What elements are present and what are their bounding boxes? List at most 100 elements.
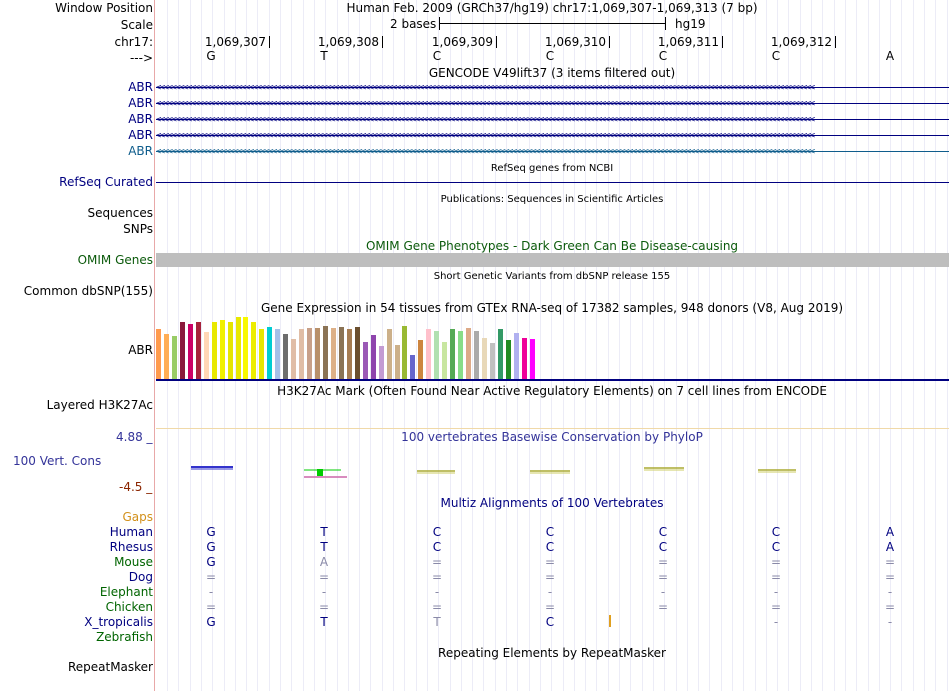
repeatmasker-track-label[interactable]: RepeatMasker (67, 660, 153, 674)
gtex-tissue-bar[interactable] (227, 322, 233, 379)
gtex-tissue-bar[interactable] (370, 335, 376, 379)
gtex-tissue-bar[interactable] (354, 327, 360, 379)
gtex-tissue-bar[interactable] (394, 345, 400, 379)
multiz-gaps-label[interactable]: Gaps (122, 510, 153, 524)
refseq-gene-line[interactable] (156, 182, 949, 183)
gencode-gene-label[interactable]: ABR (128, 128, 153, 142)
gtex-tissue-bar[interactable] (251, 322, 257, 379)
gencode-gene-model[interactable]: <<<<<<<<<<<<<<<<<<<<<<<<<<<<<<<<<<<<<<<<… (156, 146, 949, 158)
gtex-tissue-bar[interactable] (275, 329, 281, 379)
multiz-species-label[interactable]: Human (109, 525, 153, 539)
gtex-tissue-bar[interactable] (450, 329, 456, 379)
gtex-tissue-bar[interactable] (442, 342, 448, 379)
multiz-species-label[interactable]: X_tropicalis (84, 615, 153, 629)
gtex-tissue-bar[interactable] (156, 329, 161, 379)
phylop-track-title[interactable]: 100 vertebrates Basewise Conservation by… (401, 430, 703, 444)
multiz-species-label[interactable]: Dog (128, 570, 153, 584)
gtex-tissue-bar[interactable] (267, 327, 273, 379)
gencode-gene-label[interactable]: ABR (128, 96, 153, 110)
gtex-tissue-bar[interactable] (259, 329, 265, 379)
gtex-tissue-bar[interactable] (307, 328, 313, 379)
gtex-tissue-bar[interactable] (179, 322, 185, 379)
omim-track-title[interactable]: OMIM Gene Phenotypes - Dark Green Can Be… (365, 239, 739, 253)
gtex-tissue-bar[interactable] (219, 320, 225, 379)
h3k27ac-track-title[interactable]: H3K27Ac Mark (Often Found Near Active Re… (277, 384, 827, 398)
gtex-tissue-bar[interactable] (529, 339, 535, 379)
gtex-tissue-bar[interactable] (195, 322, 201, 379)
omim-gene-bar[interactable] (156, 253, 949, 267)
gtex-tissue-bar[interactable] (235, 317, 241, 379)
gtex-tissue-bar[interactable] (505, 340, 511, 379)
gtex-tissue-bar[interactable] (386, 329, 392, 379)
gtex-tissue-bar[interactable] (521, 338, 527, 379)
multiz-species-label[interactable]: Chicken (105, 600, 153, 614)
gencode-gene-model[interactable]: <<<<<<<<<<<<<<<<<<<<<<<<<<<<<<<<<<<<<<<<… (156, 130, 949, 142)
multiz-species-label[interactable]: Rhesus (109, 540, 153, 554)
gtex-bar-chart[interactable] (156, 315, 949, 379)
gtex-tissue-bar[interactable] (410, 355, 416, 379)
gtex-tissue-bar[interactable] (474, 331, 479, 379)
gtex-tissue-bar[interactable] (163, 334, 169, 379)
gtex-tissue-bar[interactable] (426, 329, 432, 379)
grid-line (687, 0, 688, 691)
gtex-tissue-bar[interactable] (171, 336, 177, 379)
gtex-tissue-bar[interactable] (418, 340, 424, 379)
h3k27ac-track-label[interactable]: Layered H3K27Ac (46, 398, 153, 412)
multiz-species-label[interactable]: Elephant (99, 585, 153, 599)
gtex-tissue-bar[interactable] (362, 342, 368, 379)
gtex-tissue-bar[interactable] (338, 327, 344, 379)
refseq-track-label[interactable]: RefSeq Curated (59, 175, 153, 189)
multiz-track-title[interactable]: Multiz Alignments of 100 Vertebrates (440, 496, 664, 510)
gtex-tissue-bar[interactable] (243, 317, 249, 379)
multiz-insertion-marker (609, 615, 611, 627)
window-position-label: Window Position (55, 1, 153, 15)
gtex-tissue-bar[interactable] (322, 326, 328, 379)
gtex-tissue-bar[interactable] (489, 343, 495, 379)
gtex-tissue-bar[interactable] (299, 329, 305, 379)
multiz-base: C (658, 540, 668, 554)
gtex-tissue-bar[interactable] (283, 334, 289, 379)
gtex-tissue-bar[interactable] (346, 329, 352, 379)
gtex-tissue-bar[interactable] (497, 329, 503, 379)
gtex-tissue-bar[interactable] (402, 326, 408, 379)
multiz-base: C (771, 540, 781, 554)
dbsnp-track-label[interactable]: Common dbSNP(155) (23, 284, 153, 298)
publications-sequences-label[interactable]: Sequences (87, 206, 153, 220)
gtex-tissue-bar[interactable] (291, 339, 297, 379)
multiz-species-label[interactable]: Zebrafish (96, 630, 153, 644)
gtex-tissue-bar[interactable] (378, 346, 384, 379)
dbsnp-track-title[interactable]: Short Genetic Variants from dbSNP releas… (433, 271, 671, 282)
gtex-track-title[interactable]: Gene Expression in 54 tissues from GTEx … (260, 301, 844, 315)
multiz-base: A (319, 555, 329, 569)
gtex-tissue-bar[interactable] (211, 322, 217, 379)
gencode-track-title[interactable]: GENCODE V49lift37 (3 items filtered out) (428, 66, 676, 80)
repeatmasker-track-title[interactable]: Repeating Elements by RepeatMasker (438, 646, 666, 660)
omim-track-label[interactable]: OMIM Genes (77, 253, 153, 267)
gtex-track-label[interactable]: ABR (128, 343, 153, 357)
gencode-gene-label[interactable]: ABR (128, 112, 153, 126)
grid-line (721, 0, 722, 691)
ruler-tick (269, 36, 270, 48)
grid-line (529, 0, 530, 691)
gtex-tissue-bar[interactable] (513, 333, 519, 379)
publications-snps-label[interactable]: SNPs (123, 222, 153, 236)
gtex-tissue-bar[interactable] (481, 338, 487, 379)
gencode-gene-label[interactable]: ABR (128, 80, 153, 94)
publications-track-title[interactable]: Publications: Sequences in Scientific Ar… (440, 194, 664, 205)
gencode-gene-model[interactable]: <<<<<<<<<<<<<<<<<<<<<<<<<<<<<<<<<<<<<<<<… (156, 98, 949, 110)
gtex-tissue-bar[interactable] (330, 328, 336, 379)
gtex-tissue-bar[interactable] (466, 328, 472, 379)
gtex-tissue-bar[interactable] (458, 331, 464, 379)
phylop-track-label[interactable]: 100 Vert. Cons (13, 454, 102, 468)
gtex-tissue-bar[interactable] (203, 332, 209, 379)
gencode-gene-label[interactable]: ABR (128, 144, 153, 158)
gencode-gene-model[interactable]: <<<<<<<<<<<<<<<<<<<<<<<<<<<<<<<<<<<<<<<<… (156, 114, 949, 126)
gtex-tissue-bar[interactable] (187, 324, 193, 379)
gtex-tissue-bar[interactable] (315, 328, 320, 379)
multiz-species-label[interactable]: Mouse (114, 555, 153, 569)
ruler-tick (382, 36, 383, 48)
gtex-tissue-bar[interactable] (434, 331, 440, 379)
refseq-track-title[interactable]: RefSeq genes from NCBI (490, 163, 614, 174)
gencode-gene-model[interactable]: <<<<<<<<<<<<<<<<<<<<<<<<<<<<<<<<<<<<<<<<… (156, 82, 949, 94)
